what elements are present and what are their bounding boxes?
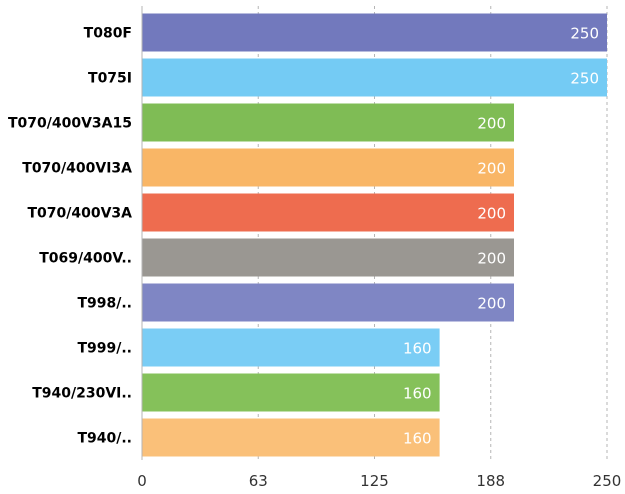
- bar-8: [142, 373, 440, 412]
- value-label: 200: [477, 205, 506, 223]
- bar-4: [142, 193, 514, 232]
- x-tick-label: 250: [593, 472, 622, 490]
- category-label: T080F: [84, 26, 132, 42]
- category-label: T999/..: [77, 341, 132, 357]
- bar-2: [142, 103, 514, 142]
- category-label: T070/400VI3A: [22, 161, 132, 177]
- value-label: 200: [477, 115, 506, 133]
- x-tick-label: 125: [360, 472, 389, 490]
- bars: [142, 13, 607, 457]
- category-label: T940/230VI..: [32, 386, 132, 402]
- category-label: T069/400V..: [39, 251, 132, 267]
- category-label: T070/400V3A: [27, 206, 132, 222]
- value-label: 200: [477, 160, 506, 178]
- x-tick-label: 188: [476, 472, 505, 490]
- bar-9: [142, 418, 440, 457]
- value-label: 200: [477, 250, 506, 268]
- value-label: 250: [570, 70, 599, 88]
- bar-3: [142, 148, 514, 187]
- category-label: T075I: [88, 71, 132, 87]
- value-label: 160: [403, 385, 432, 403]
- bar-7: [142, 328, 440, 367]
- x-tick-label: 0: [137, 472, 147, 490]
- value-label: 200: [477, 295, 506, 313]
- value-label: 160: [403, 340, 432, 358]
- value-label: 160: [403, 430, 432, 448]
- x-tick-label: 63: [249, 472, 268, 490]
- category-label: T940/..: [77, 431, 132, 447]
- bar-0: [142, 13, 607, 52]
- bar-5: [142, 238, 514, 277]
- bar-6: [142, 283, 514, 322]
- category-label: T070/400V3A15: [8, 116, 132, 132]
- value-label: 250: [570, 25, 599, 43]
- category-label: T998/..: [77, 296, 132, 312]
- bar-1: [142, 58, 607, 97]
